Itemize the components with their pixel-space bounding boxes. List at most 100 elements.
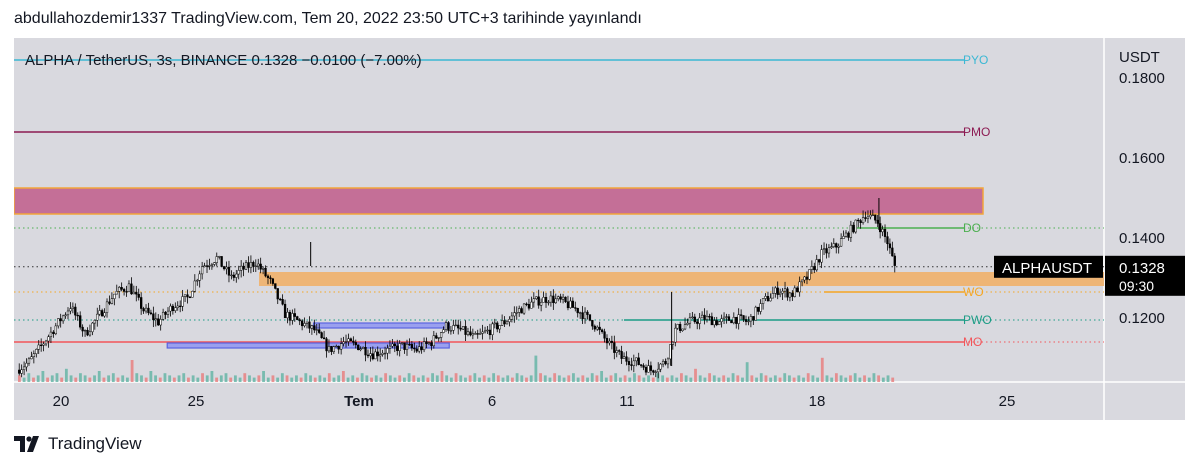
candle <box>332 345 335 355</box>
level-label-pyo: PYO <box>963 53 988 67</box>
candle <box>120 282 123 292</box>
volume-bar <box>243 373 247 382</box>
volume-bar <box>140 375 143 382</box>
volume-bar <box>712 375 716 382</box>
candle <box>883 224 887 243</box>
candle <box>52 330 55 338</box>
volume-bar <box>816 377 819 382</box>
candle <box>371 346 375 361</box>
candle <box>430 340 433 351</box>
candle <box>676 323 679 330</box>
candle <box>557 295 560 302</box>
candle <box>310 324 314 335</box>
volume-bar <box>248 375 251 382</box>
volume-bar <box>722 375 726 382</box>
range-top-box[interactable] <box>312 322 450 329</box>
volume-bar <box>609 375 613 382</box>
candle <box>527 298 531 311</box>
volume-bar <box>445 375 449 382</box>
candle <box>413 342 416 353</box>
candle <box>481 324 484 340</box>
volume-bar <box>440 371 444 382</box>
candle <box>400 342 404 346</box>
footer-brand[interactable]: TradingView <box>14 434 142 454</box>
candle <box>708 313 711 321</box>
chart-legend[interactable]: ALPHA / TetherUS, 3s, BINANCE 0.1328 −0.… <box>25 52 422 69</box>
candle <box>222 265 226 271</box>
candle <box>771 286 774 299</box>
candle <box>103 308 106 318</box>
candle <box>881 225 884 237</box>
volume-bar <box>567 375 571 382</box>
candle <box>213 262 216 267</box>
candle <box>127 280 131 293</box>
volume-bar <box>374 375 378 382</box>
volume-bar <box>825 375 829 382</box>
volume-bar <box>205 375 209 382</box>
candle <box>352 336 355 346</box>
candle <box>405 339 409 356</box>
supply-zone[interactable] <box>14 187 984 215</box>
volume-bar <box>125 377 129 382</box>
candle <box>227 260 231 283</box>
candle <box>805 271 809 285</box>
volume-bar <box>356 377 359 382</box>
candle <box>774 286 777 298</box>
candle <box>791 290 794 301</box>
volume-bar <box>492 373 496 382</box>
candle <box>683 317 687 331</box>
volume-bar <box>233 375 237 382</box>
candle <box>486 325 489 335</box>
volume-bar <box>266 377 270 382</box>
candle <box>154 312 157 327</box>
volume-bar <box>238 377 242 382</box>
volume-bar <box>285 375 289 382</box>
volume-bar <box>121 375 125 382</box>
candle <box>361 346 365 350</box>
candle <box>605 334 609 350</box>
candle <box>344 334 348 348</box>
candle <box>832 238 835 249</box>
chart-frame[interactable]: PYO PMO DO WO PWO MO ALPHA / TetherUS, 3s, BIN… <box>14 38 1185 420</box>
candle <box>88 324 92 337</box>
candle <box>244 260 248 270</box>
candle <box>59 313 62 328</box>
candle <box>479 328 482 335</box>
candle <box>825 243 828 259</box>
candle <box>96 307 99 327</box>
volume-bar <box>388 375 392 382</box>
candle <box>813 262 816 274</box>
volume-bar <box>520 375 524 382</box>
candle <box>193 274 196 293</box>
candle <box>891 241 894 257</box>
volume-bar <box>262 371 265 382</box>
candle <box>203 262 206 268</box>
volume-bar <box>27 373 31 382</box>
candle <box>300 319 304 331</box>
volume-bar <box>487 377 491 382</box>
candle <box>205 259 209 274</box>
candle <box>320 331 323 339</box>
candle <box>174 302 177 313</box>
candle <box>337 345 340 354</box>
volume-bar <box>32 377 35 382</box>
level-label-pmo: PMO <box>963 125 990 139</box>
volume-bar <box>557 375 561 382</box>
volume-bar <box>820 357 824 382</box>
candle <box>493 318 496 329</box>
candle <box>391 338 394 349</box>
range-bottom-box[interactable] <box>166 342 450 349</box>
price-chart[interactable]: PYO PMO DO WO PWO MO ALPHA / TetherUS, 3s, BIN… <box>14 38 1185 420</box>
candle <box>666 357 670 369</box>
candle <box>257 258 260 270</box>
candle <box>415 345 418 353</box>
support-zone[interactable] <box>259 272 1104 286</box>
volume-bar <box>501 377 505 382</box>
candle <box>435 332 438 340</box>
candle <box>547 300 550 306</box>
candle <box>542 291 545 303</box>
candle <box>849 220 853 242</box>
volume-bar <box>670 375 674 382</box>
candle <box>559 293 562 303</box>
